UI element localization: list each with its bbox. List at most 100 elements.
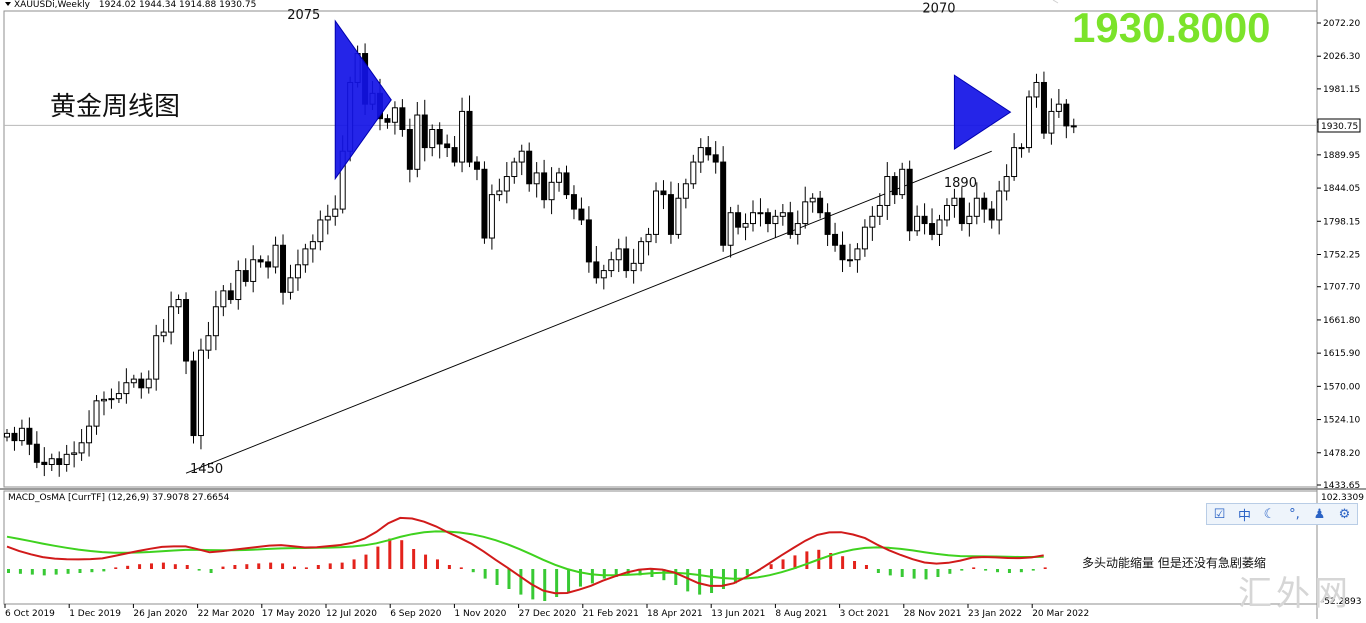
candle-body	[41, 461, 48, 465]
candlestick-series	[4, 43, 1077, 477]
punctuation-icon[interactable]: °,	[1289, 506, 1300, 522]
time-tick-label: 13 Jun 2021	[711, 609, 765, 619]
macd-histogram-bar	[519, 569, 523, 595]
candle-body	[794, 223, 801, 235]
candle-body	[779, 212, 786, 217]
price-tick-label: 1752.25	[1323, 250, 1360, 260]
macd-histogram-bar	[805, 551, 809, 569]
macd-histogram-bar	[733, 569, 737, 584]
candle-body	[212, 306, 219, 337]
time-axis: 6 Oct 2019 1 Dec 2019 26 Jan 2020 22 Mar 20…	[4, 604, 1089, 619]
candle-body	[563, 172, 570, 196]
candle-body	[608, 259, 615, 272]
candle-body	[421, 114, 428, 149]
macd-histogram-bar	[698, 569, 702, 595]
chart-settings-icon[interactable]: ☑	[1213, 506, 1226, 522]
candle-body	[921, 215, 928, 225]
macd-histogram-bar	[888, 569, 892, 576]
candle-body	[481, 168, 488, 239]
macd-histogram-bar	[745, 569, 749, 576]
macd-top-value: 102.3309	[1321, 493, 1364, 503]
macd-histogram-bar	[590, 569, 594, 584]
macd-histogram-bar	[54, 569, 58, 575]
macd-histogram-bar	[972, 567, 976, 569]
macd-histogram-bar	[340, 562, 344, 569]
user-icon[interactable]: ♟	[1313, 506, 1326, 522]
candle-body	[787, 212, 794, 235]
candle-body	[324, 215, 331, 221]
macd-histogram-bar	[304, 567, 308, 569]
price-tick-label: 1570.00	[1323, 382, 1360, 392]
candle-body	[414, 114, 421, 170]
symbol-name: XAUUSDi,Weekly	[14, 0, 90, 10]
candle-body	[981, 197, 988, 210]
candle-body	[33, 443, 40, 463]
macd-histogram-bar	[781, 559, 785, 569]
macd-histogram-bar	[400, 540, 404, 569]
macd-histogram-bar	[221, 566, 225, 569]
macd-label: MACD_OsMA [CurrTF] (12,26,9) 37.9078 27.…	[8, 493, 230, 503]
time-tick-label: 8 Aug 2021	[775, 609, 827, 619]
candle-body	[56, 458, 63, 465]
price-tick-label: 1889.95	[1323, 151, 1360, 161]
candle-body	[115, 393, 122, 400]
macd-histogram-bar	[841, 556, 845, 569]
chart-menu-arrow-icon[interactable]	[5, 2, 11, 6]
moon-icon[interactable]: ☾	[1263, 506, 1276, 522]
candle-body	[750, 212, 756, 225]
macd-histogram-bar	[900, 569, 904, 577]
macd-histogram-bar	[853, 561, 857, 569]
candle-body	[682, 183, 689, 199]
macd-histogram-bar	[352, 559, 356, 569]
macd-signal-line	[6, 530, 1044, 580]
macd-histogram-bar	[126, 565, 130, 569]
triangle-pattern[interactable]	[334, 19, 392, 181]
macd-histogram-bar	[269, 562, 273, 569]
candle-body	[1026, 96, 1033, 149]
chinese-input-icon[interactable]: 中	[1237, 508, 1251, 524]
macd-histogram-bar	[936, 569, 940, 577]
candle-body	[667, 194, 674, 235]
triangle-pattern[interactable]	[953, 74, 1012, 150]
candle-body	[242, 270, 249, 282]
candle-body	[638, 241, 645, 264]
candle-body	[645, 233, 652, 243]
time-tick-label: 22 Mar 2020	[198, 609, 255, 619]
macd-histogram-bar	[257, 563, 261, 569]
price-annotation: 2075	[287, 8, 320, 23]
time-tick-label: 3 Oct 2021	[840, 609, 890, 619]
candle-body	[130, 378, 137, 384]
macd-histogram-bar	[18, 569, 22, 574]
candle-body	[869, 215, 876, 228]
candle-body	[145, 378, 152, 389]
candle-body	[100, 398, 107, 402]
price-axis: 2072.202026.301981.151935.251889.951844.…	[1317, 19, 1360, 491]
candle-body	[503, 176, 510, 192]
candle-body	[63, 453, 70, 465]
macd-histogram-bar	[555, 569, 559, 597]
candle-body	[809, 197, 816, 203]
current-price-display: 1930.8000	[1072, 4, 1271, 51]
macd-histogram-bar	[412, 549, 416, 569]
candle-body	[190, 360, 197, 437]
support-trendline[interactable]	[185, 150, 992, 474]
candle-body	[11, 432, 18, 442]
macd-histogram-bar	[567, 569, 571, 593]
time-tick-label: 6 Sep 2020	[390, 609, 442, 619]
candle-body	[533, 172, 540, 185]
candle-body	[891, 176, 898, 196]
macd-histogram-bar	[114, 567, 118, 569]
candle-body	[1033, 81, 1040, 98]
gear-icon[interactable]: ⚙	[1338, 506, 1351, 522]
macd-histogram-bar	[829, 553, 833, 569]
macd-histogram-bar	[864, 565, 868, 569]
candle-body	[958, 197, 965, 225]
candle-body	[846, 259, 853, 262]
macd-histogram-bar	[471, 569, 475, 573]
candle-body	[1018, 147, 1025, 150]
candle-body	[235, 270, 242, 301]
macd-histogram-bar	[364, 554, 368, 569]
macd-histogram-bar	[42, 569, 46, 576]
